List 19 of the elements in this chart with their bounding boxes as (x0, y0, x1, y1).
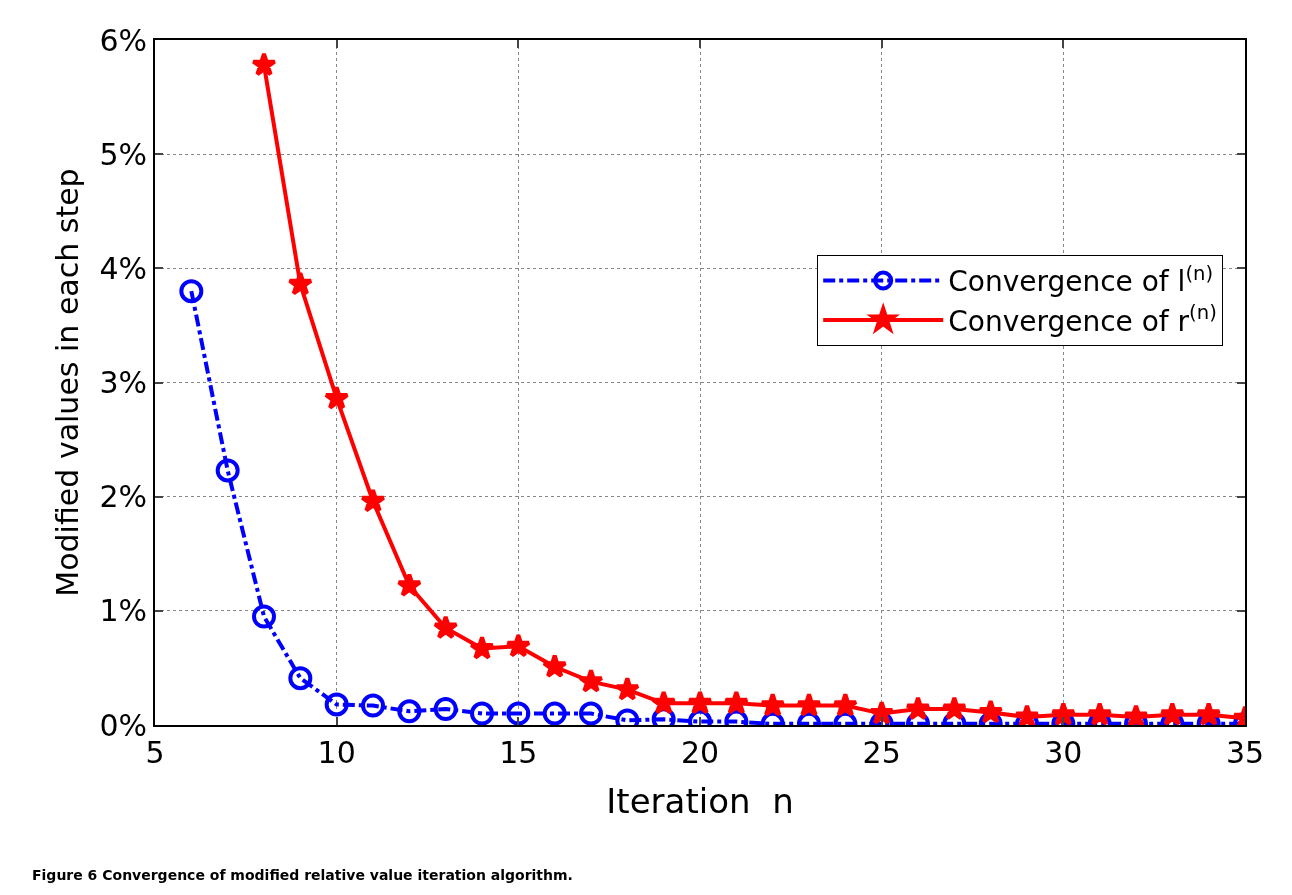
y-tick-label: 6% (99, 22, 147, 58)
x-axis-title: Iteration n (606, 780, 794, 821)
x-tick-label: 5 (145, 735, 165, 770)
y-tick-label: 5% (99, 136, 147, 172)
legend-label: Convergence of l$^{(n)}$ (948, 261, 1214, 299)
x-tick-label: 35 (1225, 735, 1265, 770)
x-tick-label: 15 (499, 735, 538, 770)
y-tick-label: 0% (99, 707, 147, 743)
legend-label: Convergence of r$^{(n)}$ (948, 301, 1217, 338)
y-tick-label: 1% (99, 593, 147, 629)
y-axis-title: Modified values in each step (49, 168, 85, 597)
y-tick-label: 4% (99, 250, 147, 286)
y-tick-label: 2% (99, 479, 147, 515)
x-tick-label: 10 (317, 735, 356, 770)
x-tick-label: 20 (680, 735, 720, 770)
y-tick-label: 3% (99, 365, 147, 400)
x-tick-label: 25 (862, 735, 901, 770)
x-tick-label: 30 (1044, 735, 1083, 770)
caption: Figure 6 Convergence of modified relative value iteration algorithm. (32, 867, 573, 883)
